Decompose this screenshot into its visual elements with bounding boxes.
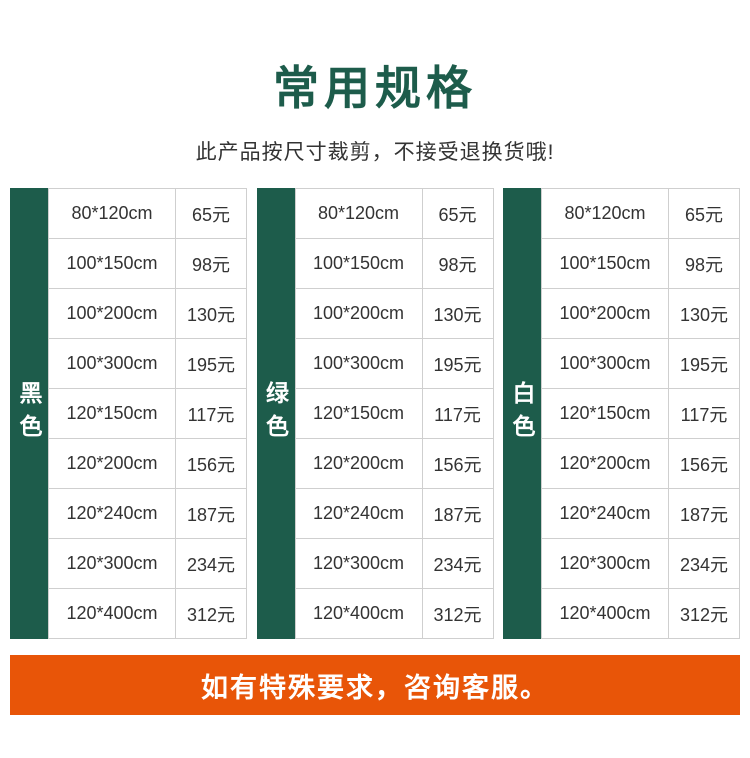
spec-table-group-2: 白色 80*120cm 65元 100*150cm 98元 100*200cm 130元 10… — [503, 188, 740, 639]
size-cell: 100*200cm — [541, 288, 669, 339]
table-row: 120*240cm 187元 — [541, 488, 740, 539]
table-row: 100*300cm 195元 — [294, 338, 494, 389]
price-cell: 234元 — [421, 538, 494, 589]
price-cell: 130元 — [175, 288, 247, 339]
footer-text: 如有特殊要求，咨询客服。 — [201, 672, 549, 703]
spec-table-1: 80*120cm 65元 100*150cm 98元 100*200cm 130元 100*… — [294, 188, 494, 639]
table-row: 100*300cm 195元 — [48, 338, 247, 389]
size-cell: 120*200cm — [48, 438, 176, 489]
size-cell: 120*400cm — [541, 588, 669, 639]
size-cell: 100*150cm — [294, 238, 423, 289]
price-cell: 195元 — [175, 338, 247, 389]
table-row: 80*120cm 65元 — [294, 188, 494, 239]
table-row: 120*200cm 156元 — [48, 438, 247, 489]
table-row: 120*200cm 156元 — [294, 438, 494, 489]
color-label-strip: 黑色 — [10, 188, 48, 639]
table-row: 120*240cm 187元 — [48, 488, 247, 539]
size-cell: 120*240cm — [48, 488, 176, 539]
table-row: 100*200cm 130元 — [48, 288, 247, 339]
table-row: 100*200cm 130元 — [294, 288, 494, 339]
color-label-strip: 白色 — [503, 188, 541, 639]
spec-tables-container: 黑色 80*120cm 65元 100*150cm 98元 100*200cm 130元 10… — [0, 188, 750, 639]
table-row: 120*300cm 234元 — [294, 538, 494, 589]
price-cell: 234元 — [668, 538, 740, 589]
table-row: 120*150cm 117元 — [541, 388, 740, 439]
size-cell: 120*150cm — [48, 388, 176, 439]
size-cell: 80*120cm — [541, 188, 669, 239]
price-cell: 312元 — [175, 588, 247, 639]
price-cell: 156元 — [668, 438, 740, 489]
size-cell: 120*150cm — [294, 388, 423, 439]
price-cell: 187元 — [175, 488, 247, 539]
size-cell: 120*300cm — [541, 538, 669, 589]
size-cell: 100*300cm — [48, 338, 176, 389]
price-cell: 312元 — [421, 588, 494, 639]
size-cell: 120*400cm — [48, 588, 176, 639]
table-row: 100*150cm 98元 — [294, 238, 494, 289]
price-cell: 65元 — [668, 188, 740, 239]
size-cell: 120*300cm — [294, 538, 423, 589]
table-row: 120*150cm 117元 — [48, 388, 247, 439]
page-title: 常用规格 — [273, 62, 477, 114]
size-cell: 80*120cm — [48, 188, 176, 239]
size-cell: 120*400cm — [294, 588, 423, 639]
price-cell: 98元 — [668, 238, 740, 289]
price-cell: 117元 — [175, 388, 247, 439]
table-row: 120*400cm 312元 — [294, 588, 494, 639]
price-cell: 130元 — [421, 288, 494, 339]
spec-table-0: 80*120cm 65元 100*150cm 98元 100*200cm 130元 100*… — [48, 188, 247, 639]
size-cell: 120*240cm — [541, 488, 669, 539]
price-cell: 117元 — [421, 388, 494, 439]
table-row: 120*300cm 234元 — [541, 538, 740, 589]
table-row: 100*300cm 195元 — [541, 338, 740, 389]
size-cell: 100*200cm — [48, 288, 176, 339]
price-cell: 234元 — [175, 538, 247, 589]
color-label-strip: 绿色 — [256, 188, 295, 639]
table-row: 120*240cm 187元 — [294, 488, 494, 539]
table-row: 80*120cm 65元 — [541, 188, 740, 239]
size-cell: 120*200cm — [541, 438, 669, 489]
price-cell: 130元 — [668, 288, 740, 339]
subtitle-note: 此产品按尺寸裁剪，不接受退换货哦! — [195, 141, 555, 164]
price-cell: 65元 — [175, 188, 247, 239]
size-cell: 120*240cm — [294, 488, 423, 539]
size-cell: 100*300cm — [294, 338, 423, 389]
spec-table-2: 80*120cm 65元 100*150cm 98元 100*200cm 130元 100*… — [541, 188, 740, 639]
table-row: 120*150cm 117元 — [294, 388, 494, 439]
table-row: 120*300cm 234元 — [48, 538, 247, 589]
size-cell: 120*150cm — [541, 388, 669, 439]
table-row: 120*400cm 312元 — [541, 588, 740, 639]
price-cell: 187元 — [668, 488, 740, 539]
spec-table-group-0: 黑色 80*120cm 65元 100*150cm 98元 100*200cm 130元 10… — [10, 188, 247, 639]
table-row: 120*200cm 156元 — [541, 438, 740, 489]
size-cell: 80*120cm — [294, 188, 423, 239]
table-row: 100*150cm 98元 — [48, 238, 247, 289]
size-cell: 100*150cm — [541, 238, 669, 289]
size-cell: 120*300cm — [48, 538, 176, 589]
table-row: 100*200cm 130元 — [541, 288, 740, 339]
size-cell: 100*150cm — [48, 238, 176, 289]
table-row: 100*150cm 98元 — [541, 238, 740, 289]
table-row: 120*400cm 312元 — [48, 588, 247, 639]
price-cell: 195元 — [668, 338, 740, 389]
price-cell: 156元 — [175, 438, 247, 489]
price-cell: 117元 — [668, 388, 740, 439]
price-cell: 195元 — [421, 338, 494, 389]
price-cell: 98元 — [421, 238, 494, 289]
price-cell: 156元 — [421, 438, 494, 489]
size-cell: 100*200cm — [294, 288, 423, 339]
price-cell: 312元 — [668, 588, 740, 639]
price-cell: 98元 — [175, 238, 247, 289]
table-row: 80*120cm 65元 — [48, 188, 247, 239]
price-cell: 65元 — [421, 188, 494, 239]
size-cell: 120*200cm — [294, 438, 423, 489]
size-cell: 100*300cm — [541, 338, 669, 389]
price-cell: 187元 — [421, 488, 494, 539]
footer-banner: 如有特殊要求，咨询客服。 — [10, 655, 740, 715]
spec-table-group-1: 绿色 80*120cm 65元 100*150cm 98元 100*200cm 130元 10… — [256, 188, 494, 639]
